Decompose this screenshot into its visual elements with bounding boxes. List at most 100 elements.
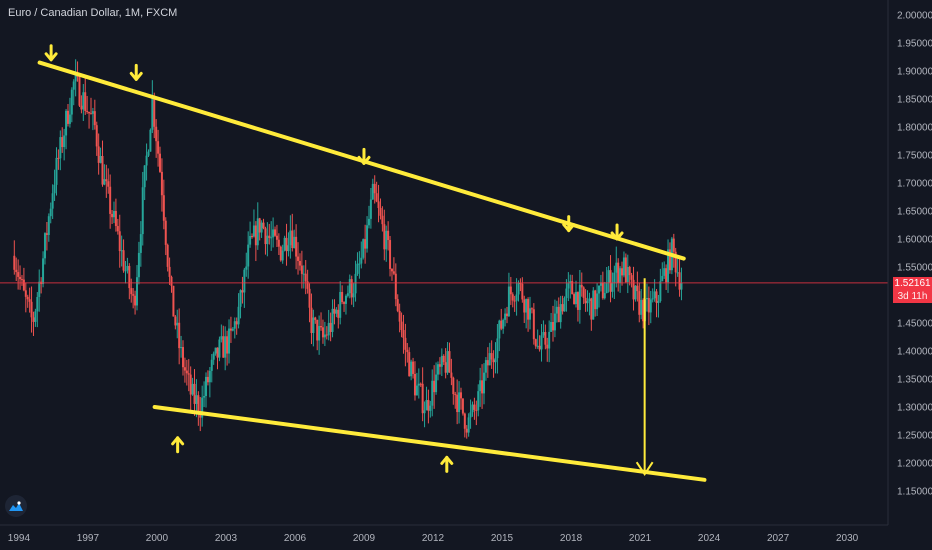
- tradingview-logo-icon[interactable]: [5, 495, 27, 517]
- candle-body: [339, 291, 342, 318]
- candle-body: [488, 353, 491, 366]
- candle-body: [435, 374, 438, 393]
- candle-body: [201, 397, 204, 418]
- candle-body: [91, 111, 94, 114]
- down-arrow-marker-icon[interactable]: [610, 223, 624, 241]
- candle-body: [536, 345, 539, 347]
- lower-trendline[interactable]: [152, 405, 707, 482]
- candle-body: [467, 417, 470, 433]
- projection-arrow[interactable]: [635, 278, 654, 477]
- candle-body: [659, 281, 662, 302]
- candle-body: [237, 306, 240, 325]
- candle-body: [47, 216, 50, 235]
- candle-body: [68, 114, 71, 124]
- down-arrow-marker-icon[interactable]: [44, 44, 58, 62]
- candle-body: [459, 392, 462, 399]
- candle-body: [266, 235, 269, 245]
- candle-body: [114, 210, 117, 227]
- current-price-value: 1.52161: [894, 277, 931, 289]
- up-arrow-marker-icon[interactable]: [171, 436, 185, 454]
- candle-body: [176, 322, 179, 326]
- price-tick-label: 1.65000: [897, 207, 932, 218]
- candle-body: [676, 272, 679, 274]
- candle-body: [337, 309, 340, 318]
- price-tick-label: 1.15000: [897, 487, 932, 498]
- candle-body: [463, 413, 466, 429]
- candle-body: [396, 299, 399, 311]
- candle-body: [26, 296, 29, 300]
- candle-body: [586, 301, 589, 304]
- candle-body: [532, 309, 535, 340]
- down-arrow-marker-icon[interactable]: [562, 215, 576, 233]
- candle-body: [335, 309, 338, 314]
- candle-body: [231, 328, 234, 331]
- candle-body: [668, 249, 671, 271]
- candle-body: [590, 298, 593, 320]
- candle-body: [277, 239, 280, 247]
- candle-body: [268, 235, 271, 238]
- up-arrow-marker-icon[interactable]: [440, 455, 454, 473]
- candle-body: [458, 392, 461, 413]
- candle-body: [321, 327, 324, 338]
- candle-body: [252, 225, 255, 237]
- candle-body: [542, 332, 545, 336]
- price-tick-label: 1.90000: [897, 67, 932, 78]
- candle-body: [118, 231, 121, 252]
- candle-body: [509, 286, 512, 295]
- candle-body: [99, 156, 102, 163]
- time-tick-label: 2018: [560, 533, 583, 544]
- candle-body: [297, 256, 300, 261]
- candle-body: [327, 322, 330, 336]
- price-tick-label: 1.25000: [897, 431, 932, 442]
- candle-body: [377, 201, 380, 209]
- candle-body: [362, 239, 365, 258]
- candle-body: [521, 283, 524, 300]
- candle-body: [613, 272, 616, 283]
- candle-body: [229, 328, 232, 331]
- candle-body: [34, 311, 37, 322]
- candle-body: [525, 299, 528, 313]
- down-arrow-marker-icon[interactable]: [357, 147, 371, 165]
- candle-body: [182, 347, 185, 368]
- candle-body: [504, 313, 507, 320]
- candle-body: [553, 313, 556, 331]
- candle-body: [206, 376, 209, 383]
- candle-body: [82, 92, 85, 110]
- candle-body: [88, 111, 91, 114]
- candle-body: [289, 230, 292, 246]
- candle-body: [302, 273, 305, 275]
- time-tick-label: 2030: [836, 533, 859, 544]
- candle-body: [162, 195, 165, 221]
- candle-body: [609, 270, 612, 292]
- candle-body: [147, 151, 150, 156]
- candle-body: [331, 308, 334, 332]
- candle-body: [555, 306, 558, 314]
- candle-body: [218, 339, 221, 358]
- candle-body: [285, 237, 288, 252]
- candle-body: [135, 277, 138, 306]
- candle-body: [17, 272, 20, 277]
- candle-body: [622, 257, 625, 276]
- candle-body: [481, 380, 484, 394]
- candle-body: [333, 308, 336, 314]
- down-arrow-marker-icon[interactable]: [129, 63, 143, 81]
- price-axis[interactable]: 2.00000 1.95000 1.90000 1.85000 1.80000 1.750…: [897, 11, 932, 498]
- candle-body: [59, 137, 62, 159]
- candle-body: [193, 383, 196, 404]
- candle-body: [120, 250, 123, 252]
- candle-body: [454, 394, 457, 396]
- candle-body: [329, 322, 332, 332]
- candle-body: [465, 428, 468, 433]
- price-tick-label: 1.30000: [897, 403, 932, 414]
- candle-body: [638, 291, 641, 315]
- candle-body: [293, 236, 296, 249]
- candle-body: [492, 359, 495, 363]
- chart-title: Euro / Canadian Dollar, 1M, FXCM: [8, 7, 178, 19]
- candle-body: [649, 299, 652, 313]
- candle-body: [151, 96, 154, 130]
- candle-body: [178, 322, 181, 349]
- candle-body: [452, 377, 455, 395]
- time-axis[interactable]: 1994 1997 2000 2003 2006 2009 2012 2015 2018 2021…: [8, 533, 859, 544]
- candle-body: [180, 347, 183, 349]
